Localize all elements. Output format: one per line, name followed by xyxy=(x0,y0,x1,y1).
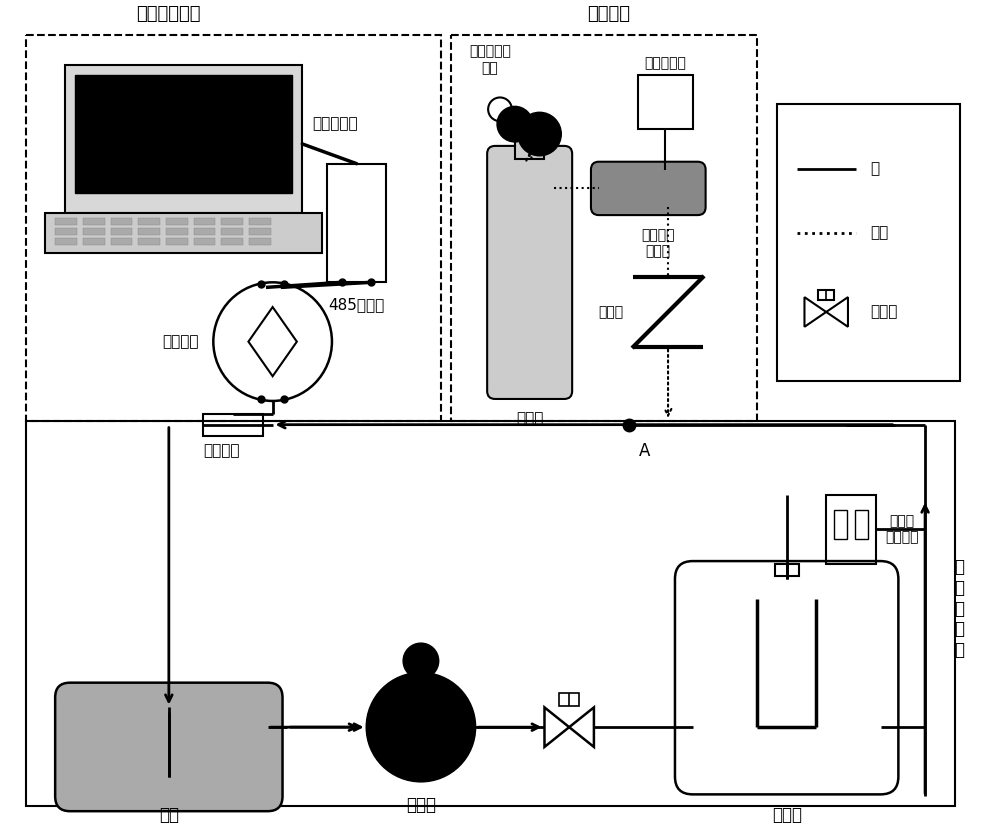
Polygon shape xyxy=(249,218,271,225)
Polygon shape xyxy=(166,238,188,245)
Polygon shape xyxy=(194,228,215,235)
Text: 二次仪表: 二次仪表 xyxy=(162,334,198,349)
Polygon shape xyxy=(221,228,243,235)
Text: 电动阀: 电动阀 xyxy=(871,305,898,320)
Text: 气体: 气体 xyxy=(871,226,889,241)
Text: 注气设备: 注气设备 xyxy=(587,5,630,23)
Text: 稳压罐: 稳压罐 xyxy=(772,806,802,824)
Polygon shape xyxy=(75,75,292,193)
Polygon shape xyxy=(249,238,271,245)
Circle shape xyxy=(367,673,475,782)
Polygon shape xyxy=(138,228,160,235)
Text: 质量流量
控制器: 质量流量 控制器 xyxy=(641,228,675,258)
Polygon shape xyxy=(83,228,105,235)
Polygon shape xyxy=(515,124,544,159)
Polygon shape xyxy=(83,238,105,245)
Text: 钠
回
路
系
统: 钠 回 路 系 统 xyxy=(955,558,965,659)
Polygon shape xyxy=(194,218,215,225)
Polygon shape xyxy=(83,218,105,225)
Polygon shape xyxy=(111,218,132,225)
Text: 钠罐: 钠罐 xyxy=(159,806,179,824)
Polygon shape xyxy=(569,707,594,747)
Polygon shape xyxy=(166,218,188,225)
Polygon shape xyxy=(826,297,848,327)
Polygon shape xyxy=(221,238,243,245)
Polygon shape xyxy=(544,707,569,747)
Text: 数据采集系统: 数据采集系统 xyxy=(137,5,201,23)
Circle shape xyxy=(518,112,561,156)
Text: 永磁式
钠流量计: 永磁式 钠流量计 xyxy=(886,515,919,544)
Circle shape xyxy=(403,643,439,679)
Polygon shape xyxy=(111,238,132,245)
FancyBboxPatch shape xyxy=(675,561,898,794)
Polygon shape xyxy=(249,228,271,235)
Text: 单向阀: 单向阀 xyxy=(598,305,624,319)
Polygon shape xyxy=(221,218,243,225)
Polygon shape xyxy=(194,238,215,245)
FancyBboxPatch shape xyxy=(487,146,572,399)
Polygon shape xyxy=(55,228,77,235)
Polygon shape xyxy=(55,218,77,225)
Polygon shape xyxy=(111,228,132,235)
Polygon shape xyxy=(55,238,77,245)
Polygon shape xyxy=(138,238,160,245)
Text: 笔记本电脑: 笔记本电脑 xyxy=(312,117,358,132)
Polygon shape xyxy=(166,228,188,235)
Polygon shape xyxy=(804,297,826,327)
Polygon shape xyxy=(65,65,302,213)
Text: 工业气体调
压器: 工业气体调 压器 xyxy=(469,45,511,75)
Polygon shape xyxy=(138,218,160,225)
Circle shape xyxy=(497,106,533,142)
Text: A: A xyxy=(638,442,650,461)
Polygon shape xyxy=(45,213,322,252)
Text: 氩气瓶: 氩气瓶 xyxy=(516,411,543,426)
Text: 钠: 钠 xyxy=(871,161,880,176)
Text: 一次仪表: 一次仪表 xyxy=(203,443,240,458)
FancyBboxPatch shape xyxy=(55,682,283,811)
Text: 电磁泵: 电磁泵 xyxy=(406,796,436,814)
FancyBboxPatch shape xyxy=(591,162,706,215)
Text: 流量积算仪: 流量积算仪 xyxy=(644,56,686,70)
Text: 485适配器: 485适配器 xyxy=(329,297,385,312)
